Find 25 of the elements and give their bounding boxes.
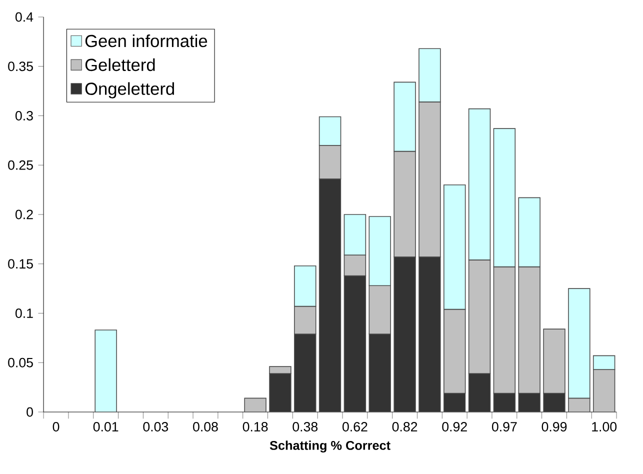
x-tick-label: 0.92: [442, 422, 467, 432]
x-tick-label: 0.38: [292, 422, 318, 432]
x-tick-label: 0.08: [193, 422, 218, 432]
y-tick-label: 0.2: [15, 210, 33, 220]
x-tick-label: 0.99: [542, 422, 567, 432]
y-tick-label: 0.25: [8, 160, 33, 170]
x-tick-label: 0.82: [392, 422, 418, 432]
x-tick-label: 0.62: [342, 422, 368, 432]
x-tick-label: 0.03: [143, 422, 168, 432]
legend-label: Ongeletterd: [85, 82, 174, 98]
legend-label: Geletterd: [85, 58, 155, 72]
y-tick-label: 0: [26, 407, 33, 417]
x-tick-label: 1.00: [592, 422, 617, 432]
y-tick-label: 0.35: [8, 62, 33, 72]
x-tick-label: 0: [52, 422, 60, 432]
y-tick-label: 0.4: [15, 12, 34, 22]
legend-label: Geen informatie: [85, 34, 208, 48]
x-tick-label: 0.01: [93, 422, 118, 432]
y-tick-label: 0.15: [8, 259, 33, 269]
y-tick-label: 0.1: [15, 308, 33, 318]
y-tick-label: 0.3: [15, 111, 33, 120]
x-tick-label: 0.97: [492, 422, 517, 432]
x-tick-label: 0.18: [242, 422, 268, 432]
x-axis-title: Schatting % Correct: [270, 440, 390, 452]
y-tick-label: 0.05: [8, 358, 33, 368]
